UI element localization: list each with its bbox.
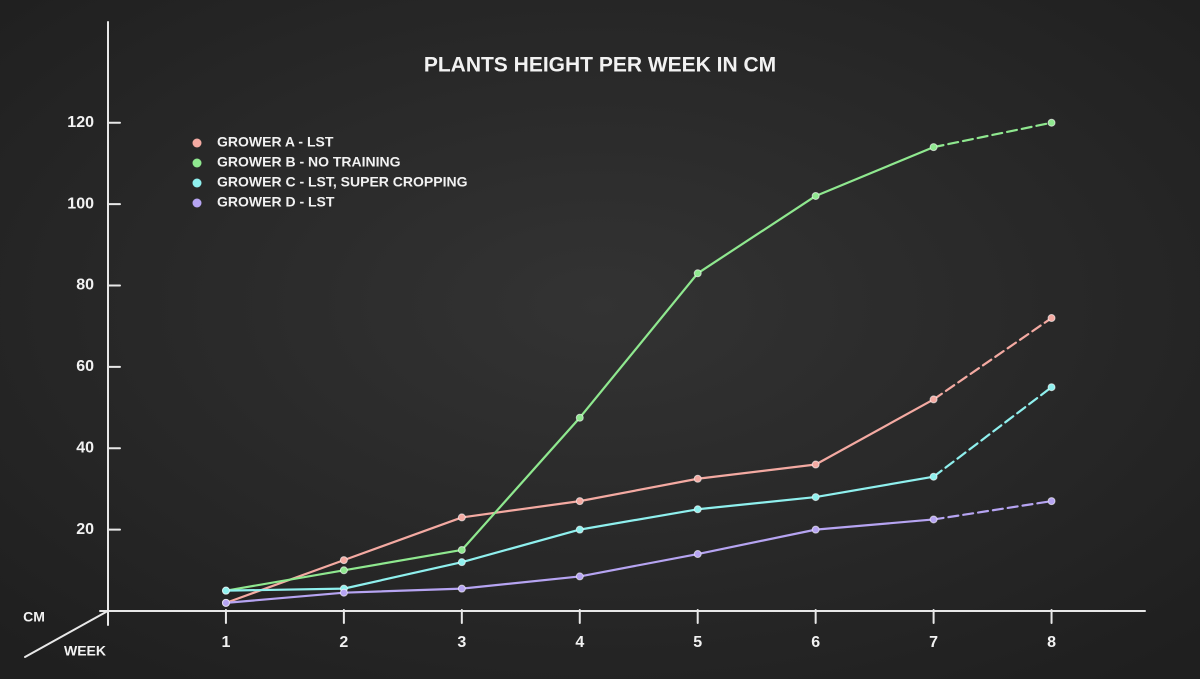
y-tick-label: 120 [67, 114, 94, 131]
data-point [575, 413, 584, 422]
data-point [457, 545, 466, 554]
data-point [339, 556, 348, 565]
data-point [693, 505, 702, 514]
x-tick-label: 6 [811, 634, 820, 651]
data-point [1047, 383, 1056, 392]
data-point [575, 572, 584, 581]
x-tick-label: 3 [457, 634, 466, 651]
data-point [457, 584, 466, 593]
axis-corner [24, 611, 107, 658]
data-point [339, 566, 348, 575]
data-point [1047, 314, 1056, 323]
y-tick-label: 20 [76, 521, 94, 538]
data-point [575, 525, 584, 534]
legend-text: GROWER C - LST, SUPER CROPPING [217, 174, 468, 190]
x-tick-label: 5 [693, 634, 702, 651]
y-tick-label: 40 [76, 439, 94, 456]
data-point [811, 460, 820, 469]
data-point [929, 515, 938, 524]
data-point [693, 550, 702, 559]
x-tick-label: 4 [575, 634, 584, 651]
data-point [221, 586, 230, 595]
series-line [932, 500, 1053, 521]
y-tick-label: 100 [67, 195, 94, 212]
data-point [1047, 118, 1056, 127]
x-tick-label: 2 [339, 634, 348, 651]
legend-marker [192, 158, 202, 168]
x-tick-label: 8 [1047, 634, 1056, 651]
y-tick-label: 80 [76, 277, 94, 294]
legend-marker [192, 138, 202, 148]
y-axis-label: CM [23, 609, 45, 625]
data-point [811, 493, 820, 502]
series-line [932, 316, 1053, 401]
x-tick-label: 7 [929, 634, 938, 651]
data-point [457, 513, 466, 522]
data-point [811, 191, 820, 200]
data-point [929, 143, 938, 152]
data-point [693, 474, 702, 483]
legend-marker [192, 178, 202, 188]
data-point [929, 472, 938, 481]
x-tick-label: 1 [221, 634, 230, 651]
data-point [575, 497, 584, 506]
data-point [693, 269, 702, 278]
data-point [221, 598, 230, 607]
chart-title: PLANTS HEIGHT PER WEEK IN CM [424, 54, 776, 77]
legend-text: GROWER A - LST [217, 134, 334, 150]
data-point [929, 395, 938, 404]
legend-marker [192, 198, 202, 208]
data-point [1047, 497, 1056, 506]
data-point [457, 558, 466, 567]
y-tick-label: 60 [76, 358, 94, 375]
series-line [932, 121, 1053, 149]
legend-text: GROWER D - LST [217, 194, 335, 210]
x-axis-label: WEEK [64, 643, 106, 659]
series-line [932, 386, 1053, 478]
legend-text: GROWER B - NO TRAINING [217, 154, 401, 170]
data-point [339, 588, 348, 597]
data-point [811, 525, 820, 534]
